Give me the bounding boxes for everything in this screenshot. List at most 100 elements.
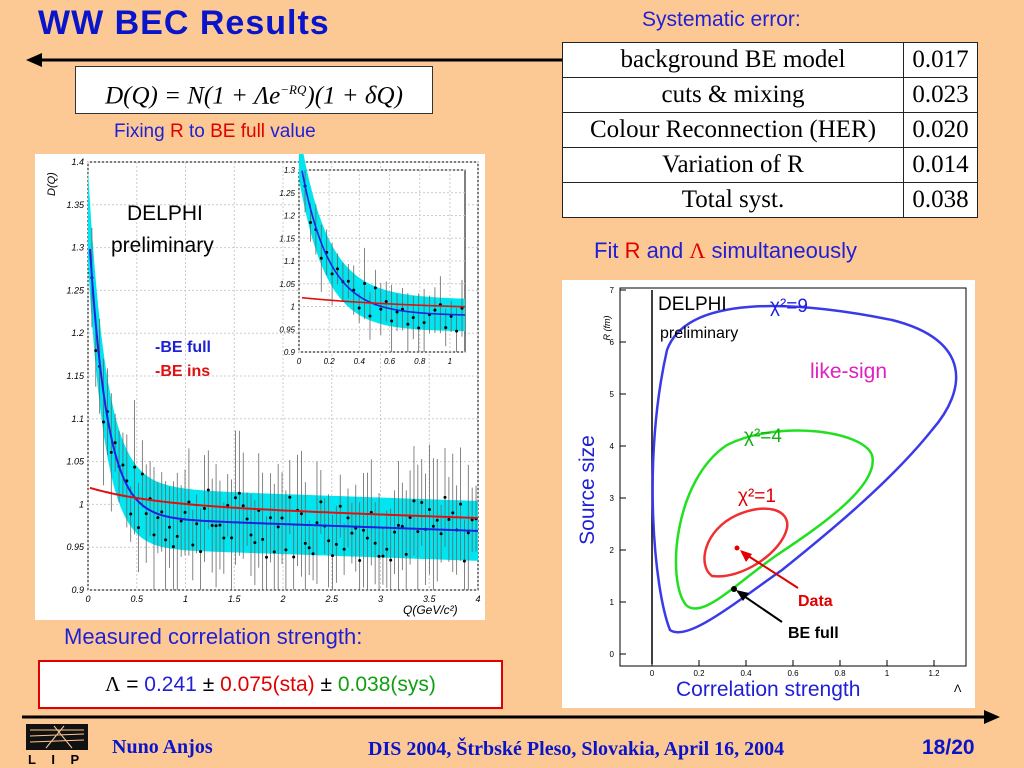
data-point — [199, 508, 203, 590]
data-point — [412, 446, 416, 556]
inset-data-point — [368, 292, 372, 340]
left-plot-label-2: preliminary — [111, 234, 214, 257]
x-tick-label: 1 — [885, 669, 890, 678]
formula-rhs: )(1 + δQ) — [306, 82, 403, 110]
data-point — [447, 477, 451, 562]
x-tick-label: 0 — [650, 669, 655, 678]
data-point — [299, 450, 303, 577]
like-sign-label: like-sign — [810, 360, 887, 383]
chi9-label: χ²=9 — [770, 296, 808, 317]
y-tick-label: 0.95 — [279, 325, 295, 334]
x-tick-label: 0.8 — [414, 357, 426, 366]
data-point — [261, 472, 265, 590]
x-tick-label: 0.2 — [324, 357, 336, 366]
inset-data-point — [433, 287, 437, 333]
data-point — [381, 527, 385, 585]
y-tick-label: 1.05 — [279, 280, 295, 289]
be-full-arrow-head — [736, 590, 749, 601]
data-point — [129, 486, 133, 542]
data-point — [218, 480, 222, 570]
data-point — [168, 486, 172, 568]
data-point — [439, 504, 443, 563]
formula-exponent: −RQ — [280, 82, 307, 97]
inset-data-point — [379, 283, 383, 336]
contour-chi4 — [674, 429, 874, 610]
data-point — [404, 490, 408, 590]
data-point — [245, 492, 249, 546]
data-point — [307, 520, 311, 575]
y-tick-label: 1.25 — [66, 285, 85, 295]
data-point — [369, 459, 373, 566]
data-point — [160, 472, 164, 552]
data-point — [187, 448, 191, 556]
x-tick-label: 0.8 — [834, 669, 846, 678]
data-point — [233, 430, 237, 565]
data-point — [214, 464, 218, 588]
right-plot-label-2: preliminary — [660, 325, 738, 342]
y-tick-label: 0.9 — [71, 585, 84, 595]
data-point — [338, 474, 342, 538]
y-tick-label: 1.25 — [279, 189, 295, 198]
data-point — [466, 464, 470, 590]
y-tick-label: 1.3 — [71, 243, 84, 253]
inset-data-point — [406, 293, 410, 352]
r-axis-label: R (fm) — [602, 316, 612, 341]
data-point — [276, 463, 280, 590]
y-tick-label: 1.1 — [71, 414, 84, 424]
lambda-axis-symbol: Λ — [954, 683, 962, 695]
lambda-result-box: Λ = 0.241 ± 0.075(sta) ± 0.038(sys) — [38, 660, 503, 709]
y-tick-label: 1 — [291, 303, 295, 312]
lambda-sys: 0.038(sys) — [337, 673, 436, 696]
y-tick-label: 1.35 — [66, 200, 85, 210]
data-point — [393, 490, 397, 574]
x-tick-label: 0.4 — [354, 357, 366, 366]
data-point — [311, 527, 315, 581]
x-tick-label: 1 — [183, 594, 188, 604]
systematics-row-name: cuts & mixing — [562, 77, 904, 113]
data-point — [253, 500, 257, 586]
data-point — [152, 467, 156, 590]
inset-data-point — [384, 281, 388, 322]
inset-data-point — [400, 288, 404, 331]
inset-data-point — [390, 284, 394, 352]
fit-text-4: Λ — [689, 238, 706, 263]
data-point — [222, 502, 226, 574]
data-point — [288, 460, 292, 535]
y-tick-label: 1.15 — [279, 234, 295, 243]
data-point — [431, 458, 435, 590]
inset-data-point — [411, 296, 415, 340]
systematics-row-value: 0.023 — [903, 77, 978, 113]
x-tick-label: 1.2 — [928, 669, 940, 678]
fixing-text-1: Fixing — [114, 121, 170, 142]
data-point — [435, 459, 439, 582]
fixing-text-3: to — [183, 121, 211, 142]
data-point — [171, 481, 175, 590]
x-tick-label: 0.6 — [384, 357, 396, 366]
data-point — [451, 453, 455, 573]
data-point — [319, 469, 323, 534]
inset-data-point — [417, 293, 421, 352]
correlation-strength-label: Correlation strength — [676, 678, 860, 701]
data-point — [396, 460, 400, 590]
inset-data-point — [319, 224, 323, 292]
data-point — [420, 459, 424, 547]
fit-formula: D(Q) = N(1 + Λe−RQ)(1 + δQ) — [75, 66, 433, 114]
fit-text-3: and — [640, 238, 690, 263]
be-full-point — [731, 586, 737, 592]
lambda-symbol: Λ — [105, 672, 121, 696]
lambda-equals: = — [120, 673, 145, 696]
data-point — [102, 358, 106, 486]
y-tick-label: 0.95 — [66, 542, 85, 552]
data-point — [140, 440, 144, 508]
data-point — [164, 481, 168, 590]
systematics-row-name: Variation of R — [562, 147, 904, 183]
inset-data-point — [330, 242, 334, 306]
inset-data-point — [395, 293, 399, 331]
x-tick-label: 4 — [475, 594, 480, 604]
y-tick-label: 1.3 — [284, 166, 296, 175]
data-point — [109, 393, 113, 512]
x-tick-label: 0.5 — [130, 594, 144, 604]
x-tick-label: 0.4 — [740, 669, 752, 678]
data-point — [156, 481, 160, 554]
